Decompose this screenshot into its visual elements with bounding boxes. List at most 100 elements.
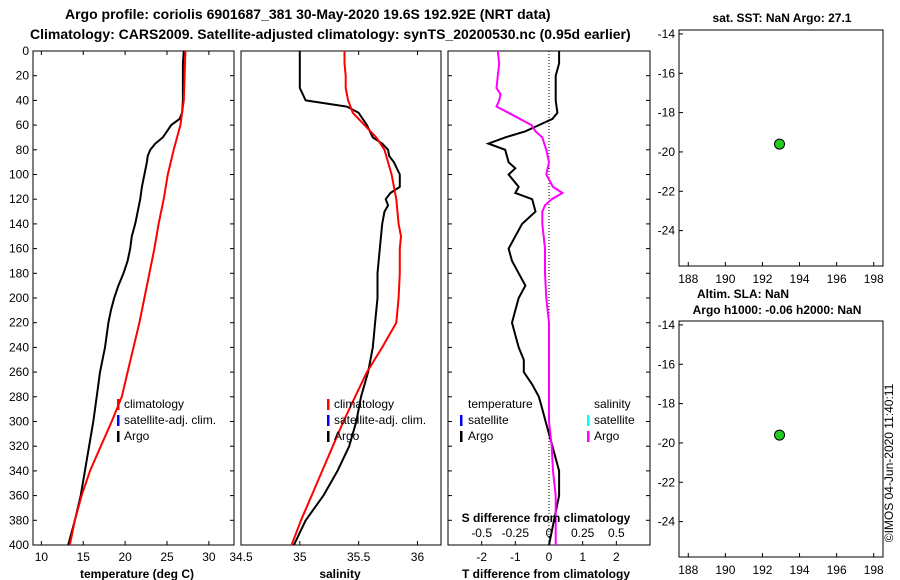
sst-map-panel: -14 -16 -18 -20 -22 -24 188 190 192 194 196 198 — [658, 27, 884, 286]
xtick2-label: 0 — [546, 526, 553, 540]
xtick-label: 190 — [715, 272, 735, 286]
salinity-legend: climatology satellite-adj. clim. Argo — [327, 397, 426, 443]
ytick-label: 300 — [9, 415, 29, 429]
ytick-label: 120 — [9, 192, 29, 206]
ytick-label: 380 — [9, 513, 29, 527]
ytick-label: 400 — [9, 538, 29, 552]
xtick2-label: -0.25 — [502, 526, 530, 540]
legend-swatch-satellite — [327, 415, 330, 426]
legend-sal-satellite: satellite-adj. clim. — [334, 413, 426, 427]
legend-diff-sal-head: salinity — [594, 397, 631, 411]
ytick-label: -18 — [658, 106, 676, 120]
xtick-label: 194 — [790, 563, 810, 577]
legend-sal-argo: Argo — [334, 429, 360, 443]
series-climatology — [68, 50, 187, 546]
salinity-panel: 34.5 35 35.5 36 — [229, 50, 442, 564]
ytick-label: -18 — [658, 397, 676, 411]
sla-map-panel: -14 -16 -18 -20 -22 -24 188 190 192 194 196 198 — [658, 318, 884, 577]
series-s-difference — [495, 50, 565, 545]
xtick-label: 36 — [411, 550, 425, 564]
xtick-label: 34.5 — [229, 550, 253, 564]
ytick-label: -14 — [658, 27, 676, 41]
ytick-label: 200 — [9, 291, 29, 305]
legend-diff-sal-satellite: satellite — [594, 413, 635, 427]
legend-diff-argo: Argo — [468, 429, 494, 443]
temperature-xlabel: temperature (deg C) — [80, 567, 194, 580]
ytick-label: 20 — [16, 69, 30, 83]
xtick-label: 198 — [864, 272, 884, 286]
ytick-label: 220 — [9, 316, 29, 330]
figure-title-line2: Climatology: CARS2009. Satellite-adjuste… — [30, 26, 631, 42]
legend-diff-sal-argo: Argo — [594, 429, 620, 443]
ytick-label: -16 — [658, 66, 676, 80]
xtick-label: 0 — [546, 550, 553, 564]
ytick-label: 240 — [9, 340, 29, 354]
series-argo — [292, 51, 401, 546]
xtick-label: 20 — [118, 550, 132, 564]
ytick-label: 0 — [22, 44, 29, 58]
legend-swatch-argo — [327, 431, 330, 442]
series-climatology — [290, 51, 402, 546]
legend-swatch-argo — [117, 431, 120, 442]
ytick-label: -20 — [658, 145, 676, 159]
legend-swatch-t-argo — [460, 431, 463, 442]
xtick-label: 15 — [77, 550, 91, 564]
salinity-axes-frame — [240, 50, 442, 546]
xtick-label: 1 — [579, 550, 586, 564]
xtick-label: 2 — [613, 550, 620, 564]
ytick-label: 80 — [16, 143, 30, 157]
ytick-label: 40 — [16, 93, 30, 107]
xtick-label: 196 — [827, 272, 847, 286]
xtick-label: 192 — [752, 272, 772, 286]
series-argo — [67, 50, 185, 546]
xtick-label: 35 — [293, 550, 307, 564]
xtick-label: 196 — [827, 563, 847, 577]
xtick-label: 192 — [752, 563, 772, 577]
difference-xlabel2: S difference from climatology — [462, 511, 631, 525]
xtick-label: 35.5 — [347, 550, 371, 564]
difference-xlabel: T difference from climatology — [462, 567, 630, 580]
legend-temp-argo: Argo — [124, 429, 150, 443]
sla-map-frame — [678, 320, 884, 558]
salinity-xlabel: salinity — [319, 567, 361, 580]
argo-float-marker — [774, 138, 786, 150]
sla-map-subtitle: Argo h1000: -0.06 h2000: NaN — [693, 303, 862, 317]
legend-sal-climatology: climatology — [334, 397, 394, 411]
temperature-panel: 0 20 40 60 80 100 120 140 160 180 200 220 240 260 280 3… — [9, 44, 235, 564]
sst-map-title: sat. SST: NaN Argo: 27.1 — [713, 11, 852, 25]
ytick-label: 320 — [9, 439, 29, 453]
ytick-label: 60 — [16, 118, 30, 132]
xtick-label: -2 — [476, 550, 487, 564]
argo-float-marker — [774, 429, 786, 441]
ytick-label: 140 — [9, 217, 29, 231]
legend-swatch-s-satellite — [587, 415, 590, 426]
ytick-label: -22 — [658, 475, 676, 489]
ytick-label: 340 — [9, 464, 29, 478]
imos-timestamp: ©IMOS 04-Jun-2020 11:40:11 — [882, 383, 896, 542]
legend-swatch-satellite — [117, 415, 120, 426]
ytick-label: -14 — [658, 318, 676, 332]
difference-panel: -2 -1 0 1 2 -0.5 -0.25 0 0.25 0.5 — [447, 50, 651, 564]
ytick-label: -24 — [658, 515, 676, 529]
legend-swatch-climatology — [327, 399, 330, 410]
sla-map-title: Altim. SLA: NaN — [697, 287, 789, 301]
legend-swatch-climatology — [117, 399, 120, 410]
ytick-label: 160 — [9, 242, 29, 256]
xtick-label: 30 — [202, 550, 216, 564]
xtick-label: 10 — [35, 550, 49, 564]
ytick-label: 280 — [9, 390, 29, 404]
ytick-label: 180 — [9, 266, 29, 280]
temperature-legend: climatology satellite-adj. clim. Argo — [117, 397, 216, 443]
legend-diff-satellite: satellite — [468, 413, 509, 427]
temperature-axes-frame — [32, 50, 235, 546]
xtick-label: 188 — [678, 272, 698, 286]
difference-legend: temperature salinity satellite Argo sate… — [460, 397, 635, 443]
xtick-label: 194 — [790, 272, 810, 286]
ytick-label: -24 — [658, 224, 676, 238]
ytick-label: 260 — [9, 365, 29, 379]
legend-temp-satellite: satellite-adj. clim. — [124, 413, 216, 427]
sst-map-frame — [678, 29, 884, 267]
ytick-label: -20 — [658, 436, 676, 450]
xtick-label: 188 — [678, 563, 698, 577]
